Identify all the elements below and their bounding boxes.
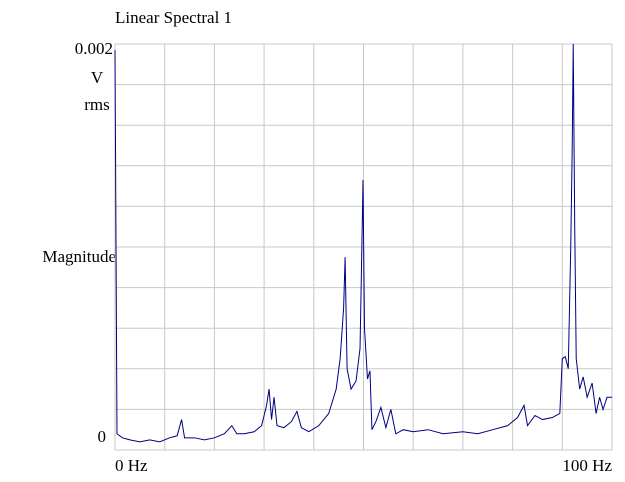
x-tick-label: 100 Hz: [562, 456, 612, 475]
y-axis-label: Magnitude: [42, 247, 116, 266]
y-tick-label: 0: [98, 427, 107, 446]
chart-title: Linear Spectral 1: [115, 8, 232, 27]
y-tick-label: 0.002: [75, 39, 113, 58]
x-tick-label: 0 Hz: [115, 456, 148, 475]
y-unit: V: [91, 68, 104, 87]
spectrum-line: [114, 43, 612, 443]
y-unit: rms: [84, 95, 110, 114]
